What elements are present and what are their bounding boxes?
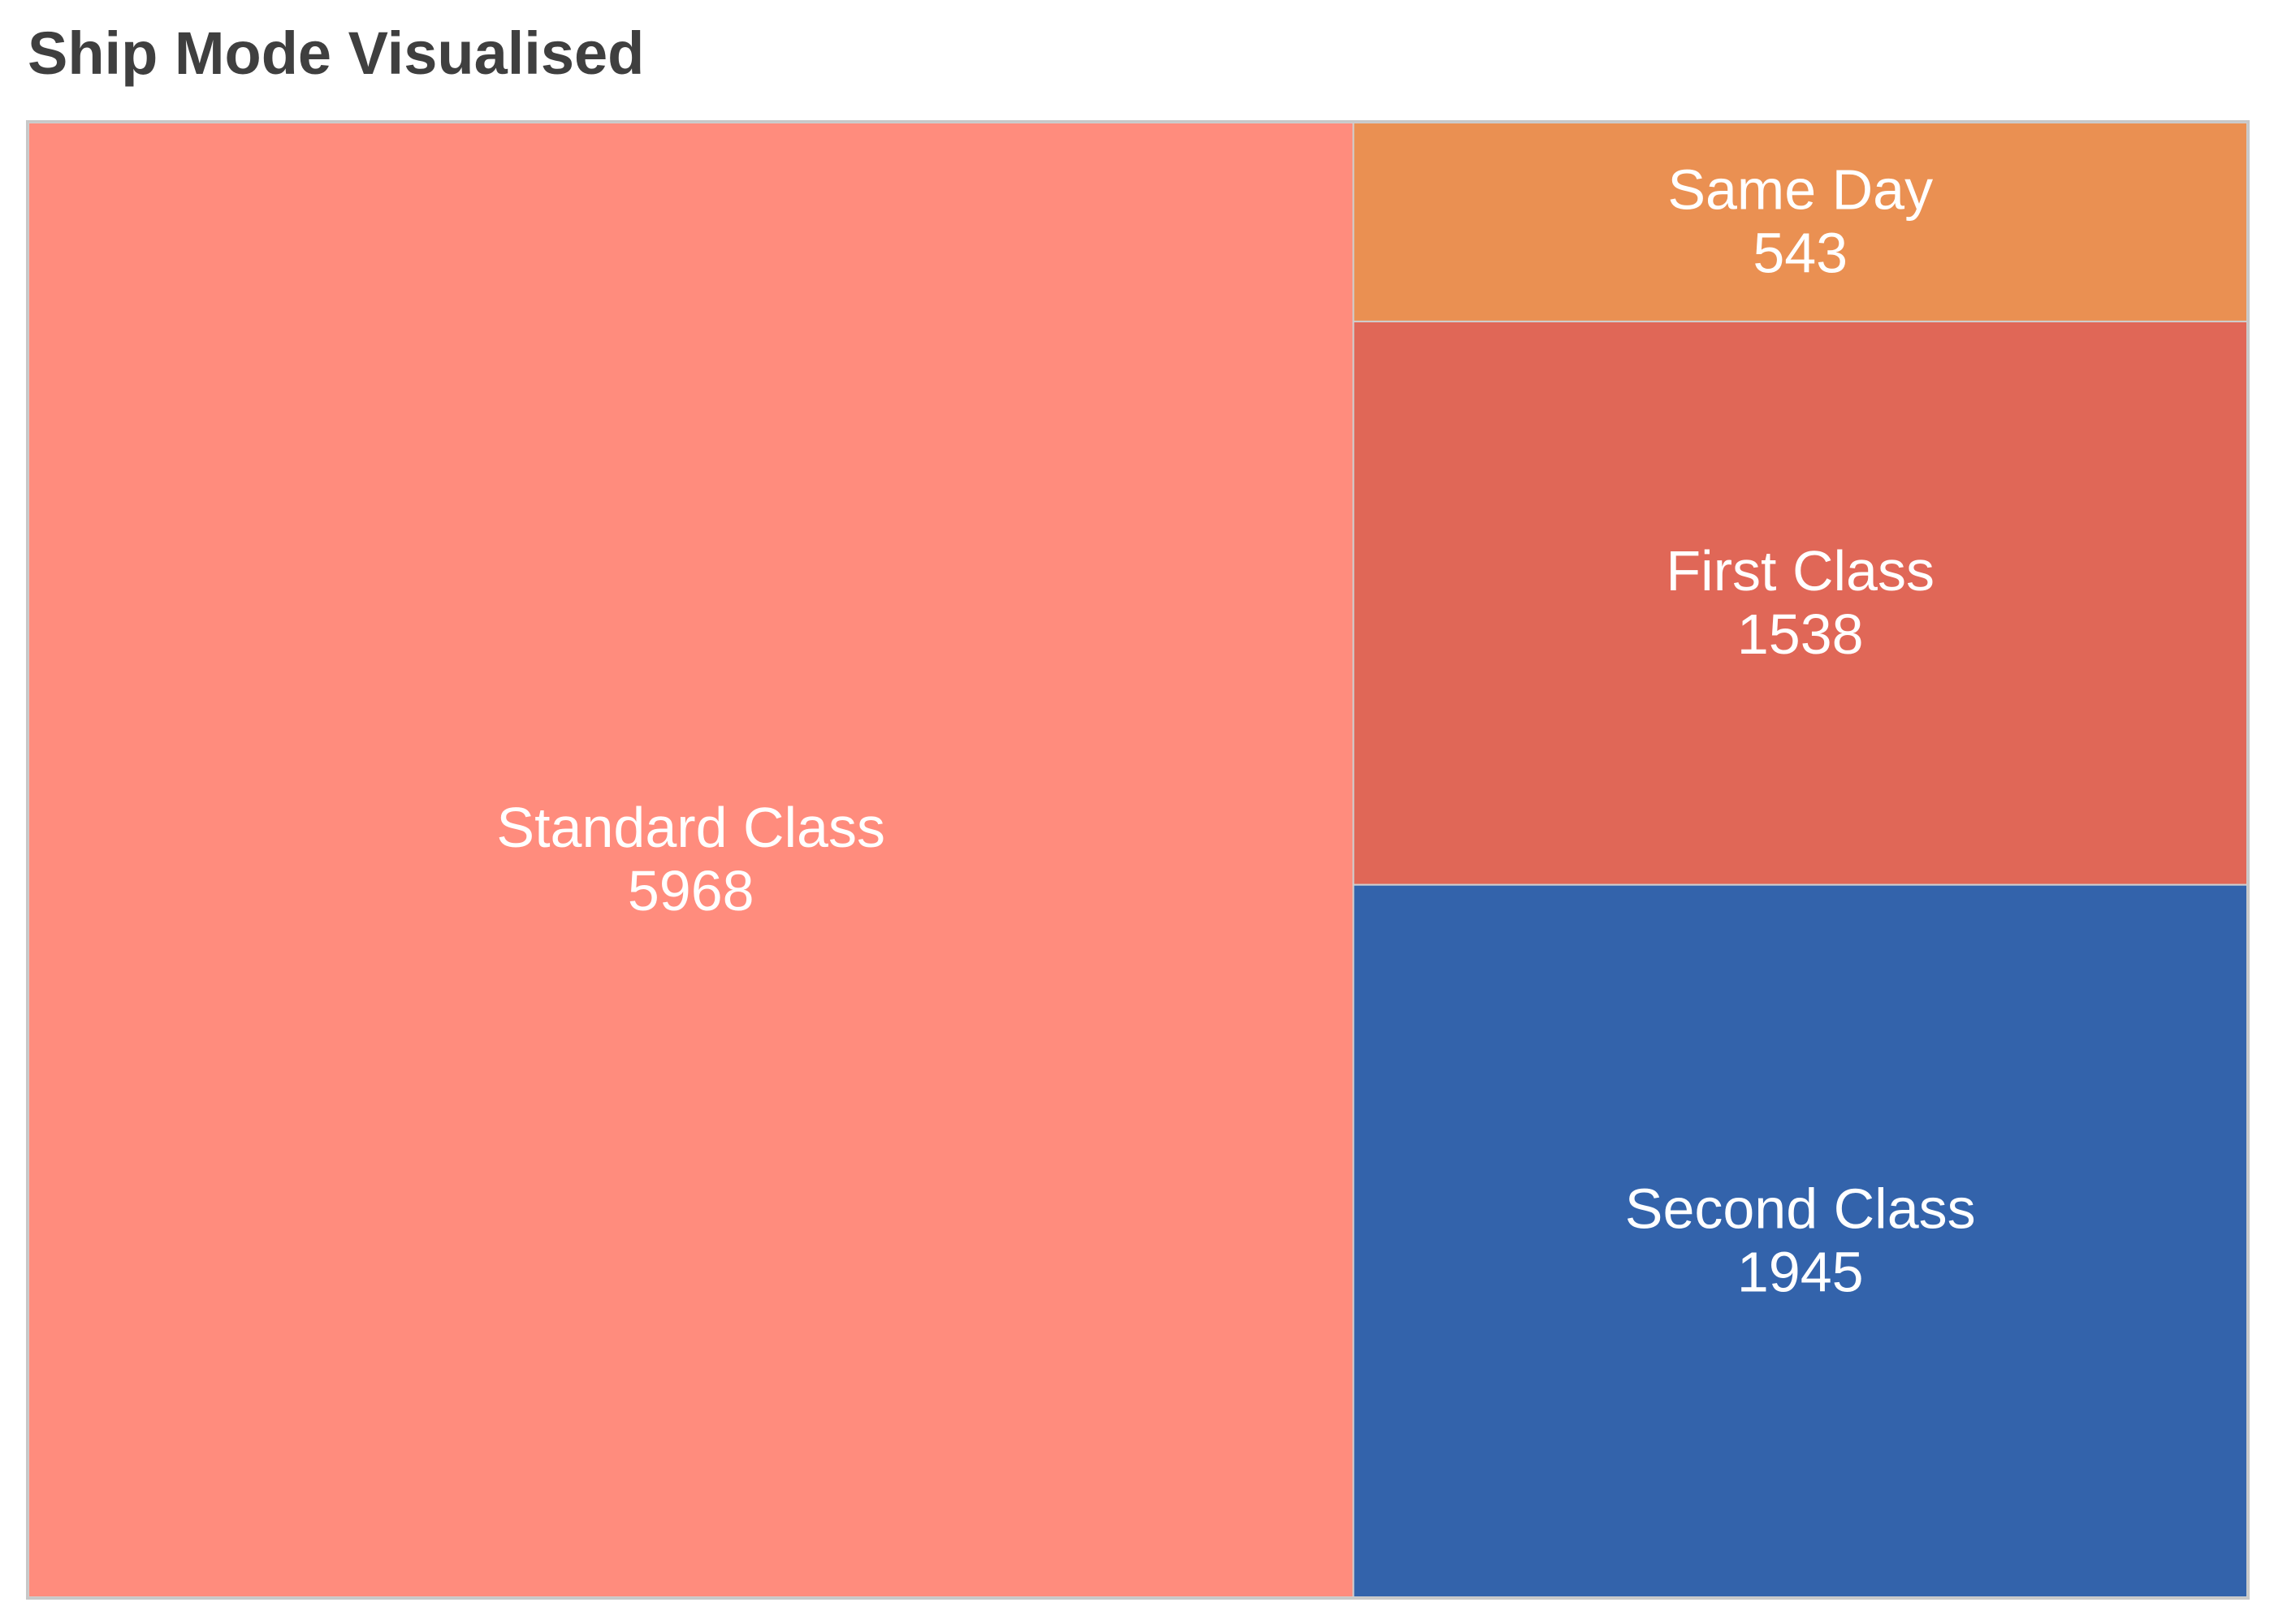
- treemap-label-first-class: First Class: [1666, 539, 1935, 603]
- treemap-label-same-day: Same Day: [1667, 158, 1933, 221]
- treemap-value-same-day: 543: [1753, 221, 1848, 284]
- chart-title: Ship Mode Visualised: [28, 19, 645, 87]
- treemap-label-standard-class: Standard Class: [496, 796, 885, 859]
- treemap-rect-standard-class[interactable]: [28, 123, 1355, 1597]
- treemap-value-standard-class: 5968: [628, 859, 754, 922]
- treemap-rect-first-class[interactable]: [1352, 320, 2247, 886]
- treemap-rect-same-day[interactable]: [1352, 123, 2247, 322]
- treemap-label-second-class: Second Class: [1625, 1177, 1976, 1240]
- treemap-plot-area: Standard Class 5968 Same Day 543 First Class…: [26, 120, 2250, 1600]
- treemap-rect-second-class[interactable]: [1352, 883, 2247, 1597]
- treemap-value-second-class: 1945: [1737, 1240, 1864, 1303]
- treemap-value-first-class: 1538: [1737, 603, 1864, 666]
